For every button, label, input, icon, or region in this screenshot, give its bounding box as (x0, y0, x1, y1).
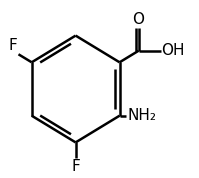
Text: F: F (71, 159, 80, 174)
Text: NH₂: NH₂ (127, 108, 156, 123)
Text: O: O (133, 12, 145, 27)
Text: OH: OH (161, 43, 185, 58)
Text: F: F (9, 38, 18, 53)
